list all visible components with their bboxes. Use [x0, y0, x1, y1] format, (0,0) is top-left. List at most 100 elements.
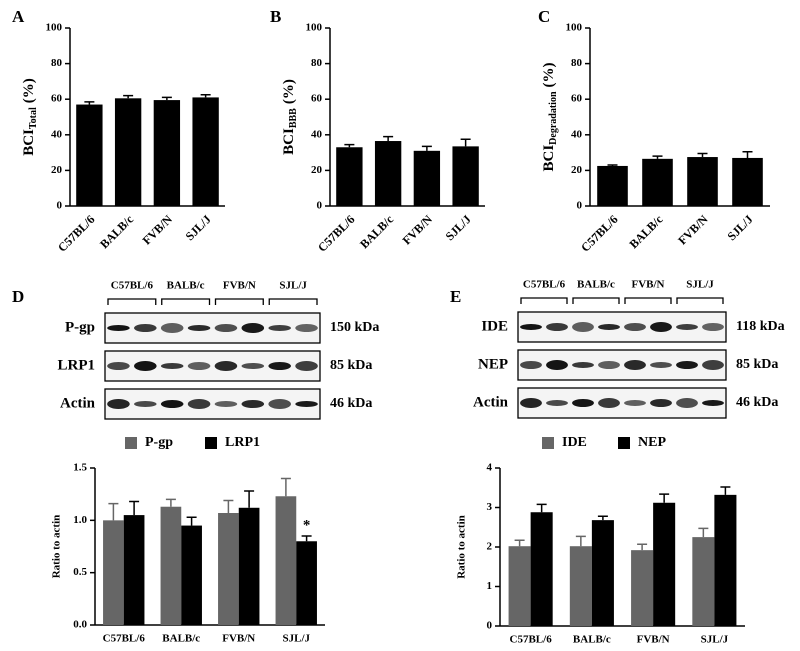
y-tick-label: 0	[57, 200, 63, 212]
error-bar	[421, 145, 432, 151]
y-label-sub: BBB	[288, 108, 299, 128]
bar	[530, 512, 553, 626]
y-tick-label: 60	[51, 93, 63, 105]
blot-band	[520, 324, 542, 330]
legend-swatch	[205, 437, 217, 449]
error-bar	[607, 164, 618, 166]
error-bar	[223, 499, 234, 514]
legend-swatch	[125, 437, 137, 449]
blot-band	[624, 323, 646, 331]
blot-band	[134, 361, 157, 371]
y-tick-label: 0.5	[73, 566, 87, 578]
bar	[374, 141, 402, 206]
error-bar	[123, 94, 134, 99]
error-bar	[742, 150, 753, 158]
blot-band	[702, 360, 724, 370]
error-bar	[514, 539, 525, 547]
blot-band	[295, 401, 318, 407]
x-tick-label: SJL/J	[443, 212, 474, 243]
error-bar	[161, 96, 172, 101]
error-bar	[698, 527, 709, 538]
blot-band	[107, 325, 130, 331]
blot-size-label: 46 kDa	[736, 395, 778, 410]
bar	[569, 546, 592, 626]
blot-band	[241, 363, 265, 369]
bar	[238, 507, 260, 625]
y-axis-label: BCIBBB (%)	[281, 79, 299, 155]
y-tick-label: 100	[46, 22, 63, 34]
error-bar	[536, 503, 547, 513]
legend-label: IDE	[562, 435, 587, 450]
legend-swatch	[542, 437, 554, 449]
blot-band	[187, 362, 211, 370]
error-bar	[186, 516, 197, 526]
x-tick-label: C57BL/6	[578, 212, 620, 254]
y-tick-label: 20	[571, 164, 583, 176]
bar	[591, 520, 614, 626]
blot-band	[295, 361, 318, 371]
x-tick-label: C57BL/6	[103, 633, 146, 645]
bar	[296, 541, 317, 625]
y-tick-label: 80	[311, 57, 323, 69]
blot-band	[546, 400, 568, 406]
blot-band	[520, 398, 542, 408]
blot-band	[107, 362, 130, 370]
x-tick-label: BALB/c	[162, 633, 200, 645]
annotation: *	[303, 517, 311, 533]
x-tick-label: BALB/c	[626, 212, 666, 252]
panel-label: A	[12, 7, 25, 26]
error-bar	[383, 135, 394, 142]
y-tick-label: 1.0	[73, 514, 87, 526]
error-bar	[637, 543, 648, 551]
lane-bracket	[676, 297, 724, 304]
y-tick-label: 0	[487, 620, 493, 632]
y-tick-label: 40	[51, 128, 63, 140]
blot-band	[650, 322, 672, 332]
error-bar	[84, 101, 95, 105]
x-tick-label: BALB/c	[573, 634, 611, 646]
legend-label: NEP	[638, 435, 666, 450]
y-tick-label: 1	[487, 580, 493, 592]
y-tick-label: 60	[311, 93, 323, 105]
panel-label: B	[270, 7, 281, 26]
blot-band	[598, 398, 620, 408]
blot-band	[546, 323, 568, 331]
blot-band	[676, 398, 698, 408]
blot-band	[160, 323, 184, 333]
y-axis-label: BCIDegradation (%)	[541, 62, 559, 171]
blot-band	[241, 400, 265, 408]
blot-band	[624, 400, 646, 406]
bar	[714, 494, 737, 626]
x-tick-label: SJL/J	[724, 212, 755, 243]
bar	[123, 515, 145, 625]
x-tick-label: FVB/N	[637, 634, 670, 646]
legend-label: LRP1	[225, 435, 260, 450]
blot-band	[214, 401, 238, 407]
blot-lane-label: FVB/N	[223, 280, 256, 292]
bar	[153, 100, 181, 206]
y-label-main: BCI	[21, 129, 37, 156]
error-bar	[575, 535, 586, 547]
error-bar	[697, 152, 708, 158]
error-bar	[344, 143, 355, 148]
blot-band	[268, 325, 291, 331]
x-tick-label: C57BL/6	[55, 212, 97, 254]
blot-band	[214, 361, 238, 371]
bar	[160, 506, 182, 625]
blot-lane-label: BALB/c	[577, 279, 615, 291]
blot-band	[676, 324, 698, 330]
blot-row-label: LRP1	[58, 357, 96, 373]
error-bar	[200, 94, 211, 98]
blot-band	[598, 361, 620, 369]
blot-band	[520, 361, 542, 369]
blot-band	[650, 399, 672, 407]
blot-band	[572, 399, 594, 407]
blot-band	[295, 324, 318, 332]
error-bar	[720, 486, 731, 495]
lane-bracket	[572, 297, 620, 304]
blot-band	[134, 401, 157, 407]
y-tick-label: 0	[317, 200, 323, 212]
blot-size-label: 85 kDa	[330, 358, 372, 373]
bar	[103, 520, 124, 625]
y-label-main: BCI	[541, 145, 557, 172]
